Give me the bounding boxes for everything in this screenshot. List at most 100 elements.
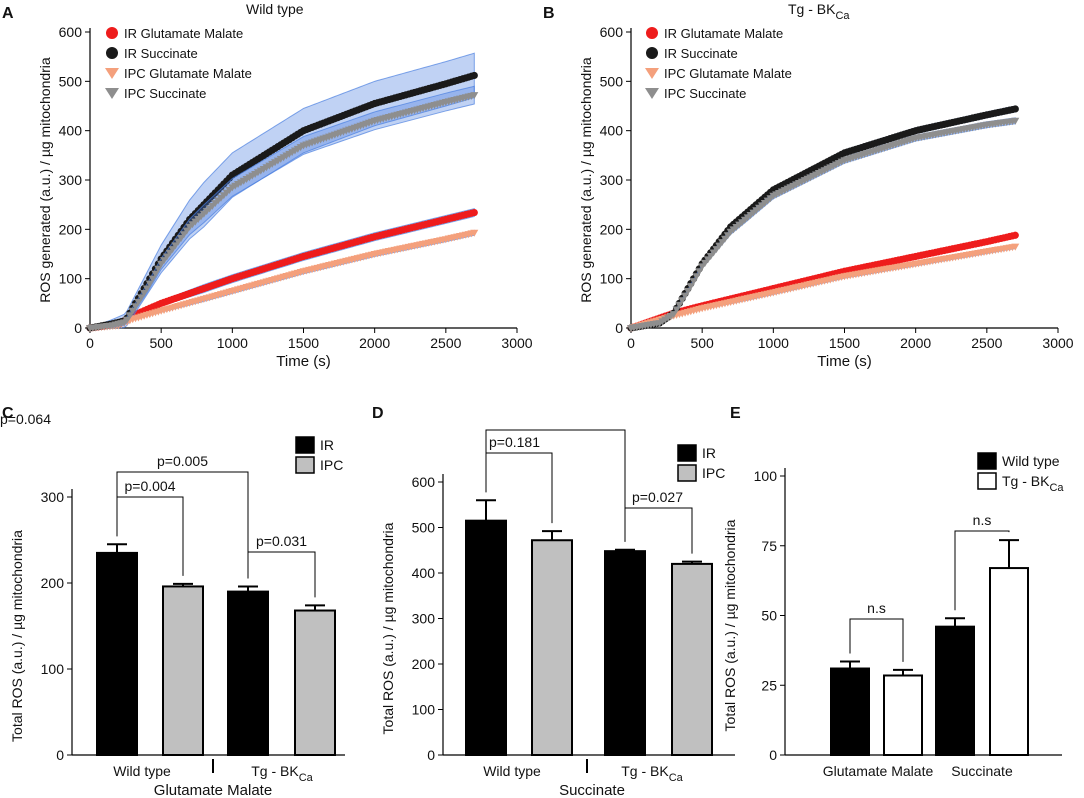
y-tick-label: 75 [761,538,777,554]
x-tick-label: 3000 [1042,335,1073,351]
x-tick-label: 2000 [900,335,931,351]
y-tick-label: 200 [41,575,65,591]
legend-label-main: IR [320,437,334,453]
y-tick-label: 200 [600,221,624,237]
data-point [669,311,678,319]
x-tick-label: 2000 [359,335,390,351]
y-tick-label: 0 [56,747,64,763]
panel-title-main: Wild type [246,1,304,17]
data-point [1011,117,1020,125]
p-value-label: n.s [973,512,992,528]
y-axis-label: Total ROS (a.u.) / µg mitochondria [9,530,25,742]
p-value-label: n.s [867,600,886,616]
legend-swatch [295,456,315,474]
legend-label-subscript: Ca [1049,482,1064,494]
significance-bracket [485,429,626,542]
panel-B: B Tg - BKCa 0 100 200 300 400 500 600 0 500 1000 150… [543,1,1074,370]
bar [465,519,507,756]
bar [294,609,336,757]
legend-marker [105,88,119,99]
group-label: Wild type [483,763,541,779]
panel-C: C 0 100 200 300 Total ROS (a.u.) / µg mitocho… [2,405,345,798]
x-axis-label: Glutamate Malate [154,782,272,798]
data-point [131,303,140,311]
data-point [470,229,479,237]
bar [830,667,870,757]
p-value-label: p=0.005 [157,453,208,469]
legend: IR Glutamate Malate IR Succinate IPC Gluta… [105,26,252,101]
data-point [1011,231,1019,239]
legend-label-main: IR [702,445,716,461]
data-point [686,283,695,291]
y-tick-label: 600 [412,474,436,490]
panel-title-main: Tg - BK [788,1,836,17]
significance-bracket [116,471,249,579]
data-point [678,297,687,305]
data-point [128,307,137,315]
p-value-label: p=0.004 [125,478,176,494]
error-band [630,105,1016,329]
legend-swatch [977,472,997,490]
legend-swatch [977,452,997,470]
data-point [681,292,690,300]
y-tick-label: 400 [600,123,624,139]
panel-title: Wild type [246,1,304,17]
p-value-label: p=0.031 [256,533,307,549]
group-label-subscript: Ca [669,772,684,784]
y-tick-label: 500 [59,73,83,89]
legend-label: Wild type [1002,453,1060,469]
y-tick-label: 500 [600,73,624,89]
data-point [151,270,160,278]
legend-label: IR Succinate [124,46,198,61]
x-tick-label: 0 [86,335,94,351]
group-label-main: Tg - BK [251,763,299,779]
group-label-main: Glutamate Malate [823,763,934,779]
panel-label: B [543,5,555,22]
x-tick-label: 1000 [217,335,248,351]
legend-marker [646,27,658,39]
y-tick-label: 50 [761,608,777,624]
y-axis-label: ROS generated (a.u.) / µg mitochondria [37,57,53,303]
y-tick-label: 600 [59,24,83,40]
legend-label: IPC Succinate [124,86,206,101]
legend-label: IPC Glutamate Malate [664,66,792,81]
p-value-label: p=0.027 [632,489,683,505]
panel-label: C [2,405,14,422]
legend-label: IR Glutamate Malate [664,26,783,41]
y-tick-label: 0 [427,747,435,763]
data-point [123,316,132,324]
legend-label: IPC Succinate [664,86,746,101]
data-point [470,208,478,217]
y-tick-label: 0 [74,320,82,336]
y-tick-label: 300 [412,611,436,627]
y-axis-label: Total ROS (a.u.) / µg mitochondria [722,519,738,731]
significance-bracket [485,452,553,524]
legend-marker [105,68,119,79]
legend-label: IR Succinate [664,46,738,61]
legend-marker [106,47,118,59]
x-tick-label: 500 [149,335,173,351]
y-axis-label: ROS generated (a.u.) / µg mitochondria [578,57,594,303]
bar [671,562,713,757]
bar [227,590,269,756]
y-tick-label: 100 [41,661,65,677]
y-tick-label: 500 [412,520,436,536]
data-point [154,265,163,273]
bar [883,674,923,756]
p-value-label: p=0.064 [0,411,51,427]
x-tick-label: 1000 [758,335,789,351]
series-ir-succinate [627,105,1019,332]
legend-label: IPC Glutamate Malate [124,66,252,81]
panel-A: A Wild type 0 100 200 300 400 500 600 0 500 1000 150… [2,1,533,370]
group-label: Tg - BKCa [621,763,683,784]
significance-bracket [247,551,316,598]
group-label-main: Wild type [483,763,541,779]
y-tick-label: 0 [769,747,777,763]
panel-label: D [372,405,384,422]
legend: IR IPC [295,436,343,474]
panel-title: Tg - BKCa [788,1,850,22]
y-tick-label: 0 [615,320,623,336]
x-tick-label: 1500 [829,335,860,351]
y-tick-label: 100 [412,702,436,718]
